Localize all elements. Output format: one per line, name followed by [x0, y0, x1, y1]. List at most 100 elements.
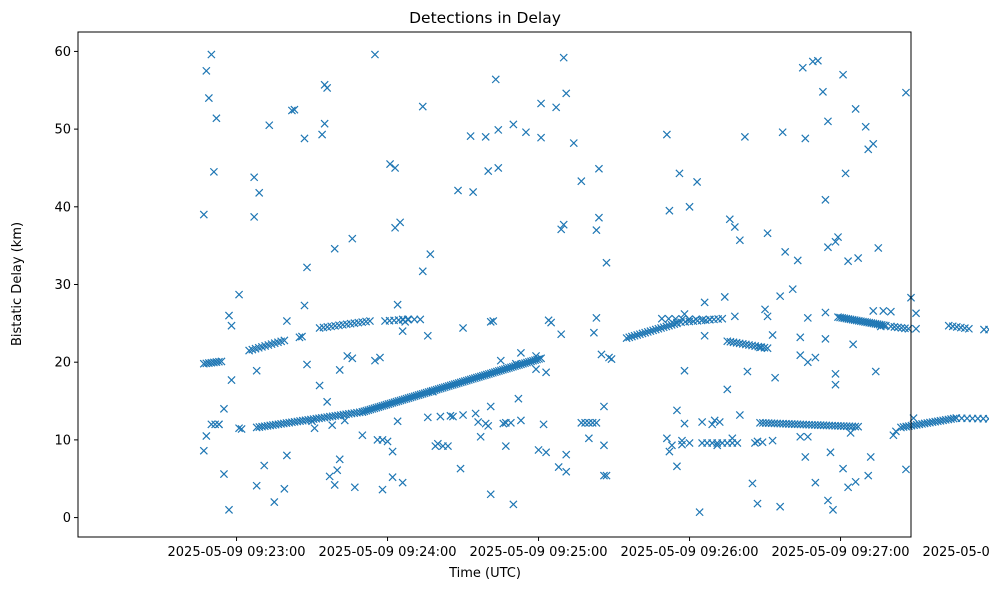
detection-point: [763, 344, 772, 353]
detection-point: [763, 229, 772, 238]
x-axis-label: Time (UTC): [448, 566, 521, 581]
detection-point: [310, 424, 319, 433]
detection-point: [348, 234, 357, 243]
detection-point: [622, 334, 631, 343]
detection-point: [416, 315, 425, 324]
detection-point: [484, 421, 493, 430]
detection-point: [302, 263, 312, 272]
detection-point: [471, 409, 480, 418]
detection-point: [494, 163, 503, 172]
detection-point: [839, 70, 848, 79]
x-tick-label: 2025-05-09 09:27:00: [771, 545, 909, 560]
detection-point: [864, 471, 873, 480]
detection-point: [237, 424, 246, 434]
detection-point: [646, 327, 655, 336]
detection-point: [589, 328, 598, 337]
detection-point: [557, 330, 566, 339]
detection-point: [841, 169, 850, 178]
detection-point: [199, 210, 208, 219]
detection-point: [542, 448, 551, 457]
detection-point: [348, 354, 357, 363]
detection-point: [486, 402, 495, 411]
detection-point: [818, 87, 827, 96]
detection-point: [801, 134, 810, 143]
detection-point: [428, 387, 437, 396]
x-tick-label: 2025-05-09 09:24:00: [319, 545, 457, 560]
detection-point: [511, 359, 520, 368]
detection-point: [654, 324, 663, 333]
detection-point: [738, 339, 747, 348]
detection-point: [671, 314, 680, 323]
detection-point: [386, 160, 395, 169]
detection-point: [700, 331, 709, 340]
detection-point: [693, 177, 702, 186]
detection-point: [562, 89, 571, 98]
detection-point: [741, 340, 750, 349]
detection-point: [912, 309, 921, 318]
detection-point: [821, 334, 830, 343]
detection-point: [202, 66, 211, 75]
detection-point: [630, 331, 639, 340]
detection-point: [891, 427, 900, 436]
detection-point: [627, 332, 636, 341]
detection-point: [803, 432, 812, 441]
detection-point: [224, 505, 234, 514]
detection-point: [659, 323, 668, 332]
x-tick-label: 2025-05-09 09:28:00: [922, 545, 989, 560]
y-axis-label: Bistatic Delay (km): [10, 222, 25, 346]
y-tick-label: 30: [54, 278, 71, 293]
detection-point: [318, 130, 327, 139]
detection-point: [302, 360, 312, 369]
detection-point: [710, 416, 719, 425]
detection-point: [831, 237, 840, 246]
detection-point: [401, 317, 410, 326]
detection-point: [662, 322, 671, 331]
detection-point: [771, 373, 780, 382]
detection-point: [370, 356, 379, 365]
detection-point: [300, 134, 309, 143]
detection-point: [423, 331, 432, 340]
detection-point: [831, 369, 840, 378]
detection-point: [588, 418, 597, 427]
detection-point: [235, 424, 244, 433]
detection-point: [851, 104, 860, 113]
x-tick-label: 2025-05-09 09:23:00: [168, 545, 306, 560]
detection-point: [496, 356, 505, 365]
detection-point: [753, 499, 762, 508]
detection-point: [831, 380, 840, 389]
detection-point: [328, 421, 337, 430]
detection-point: [678, 314, 687, 324]
detection-point: [562, 450, 571, 459]
detection-point: [330, 480, 339, 489]
detection-point: [651, 325, 660, 334]
detection-point: [667, 320, 676, 329]
detection-point: [378, 485, 387, 494]
detection-point: [516, 348, 525, 357]
detection-point: [383, 437, 392, 446]
detection-point: [665, 447, 674, 456]
detection-point: [730, 312, 739, 321]
detection-point: [744, 340, 753, 350]
detection-point: [446, 411, 455, 420]
detection-point: [839, 464, 848, 473]
detection-point: [300, 301, 309, 310]
detection-point: [592, 418, 601, 427]
detection-point: [211, 420, 220, 429]
detection-point: [542, 368, 551, 377]
detection-point: [333, 466, 342, 475]
detection-point: [662, 434, 671, 443]
detection-point: [592, 313, 601, 322]
detection-point: [680, 366, 689, 375]
detection-point: [667, 441, 676, 450]
detection-point: [557, 225, 566, 234]
detection-point: [708, 420, 717, 429]
detection-point: [484, 167, 493, 176]
detection-point: [811, 478, 820, 487]
detection-point: [486, 490, 495, 499]
detection-point: [695, 508, 704, 517]
detection-point: [680, 419, 689, 428]
detection-point: [821, 308, 830, 317]
detection-point: [365, 316, 374, 326]
